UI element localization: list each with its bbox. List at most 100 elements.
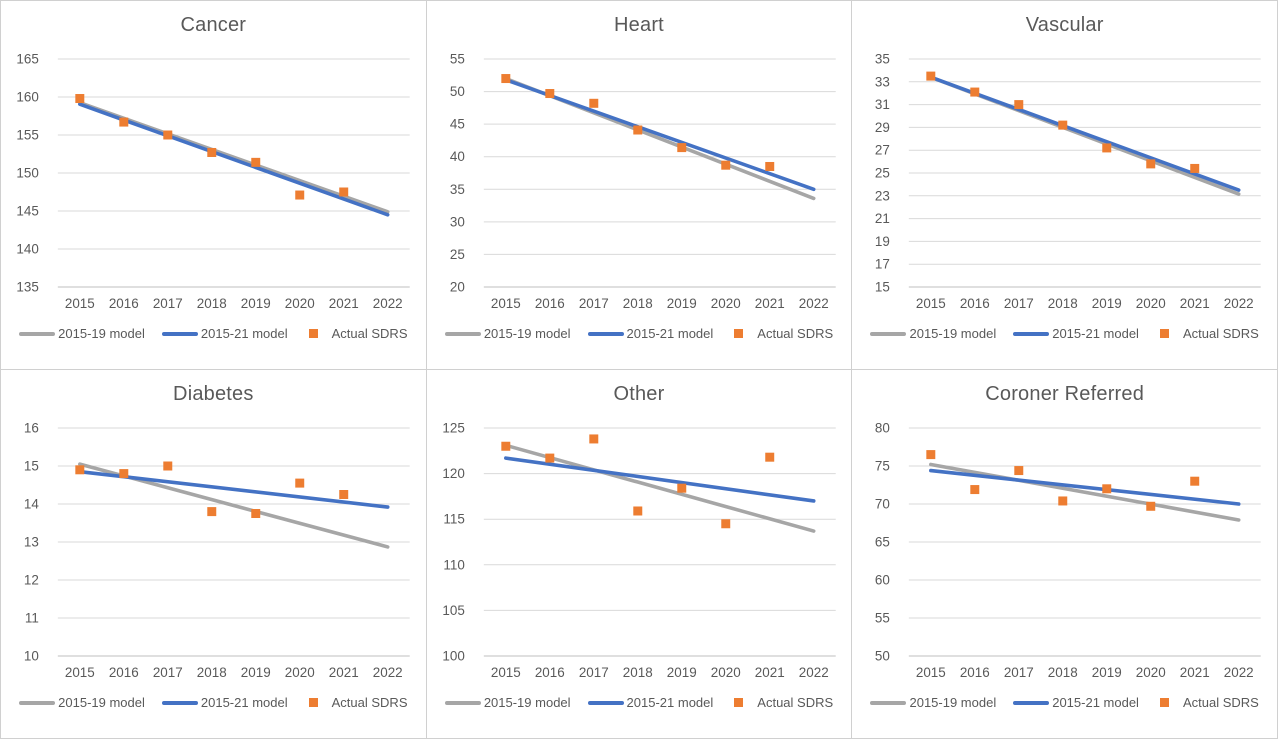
legend-item-2015-19-model: 2015-19 model <box>444 695 571 710</box>
svg-text:2016: 2016 <box>109 665 139 680</box>
legend-label: 2015-19 model <box>909 326 997 341</box>
svg-text:2017: 2017 <box>578 665 608 680</box>
svg-text:2022: 2022 <box>373 296 403 311</box>
legend-item-2015-21-model: 2015-21 model <box>1013 695 1139 710</box>
legend-label: Actual SDRS <box>1182 695 1259 710</box>
svg-text:2019: 2019 <box>1092 665 1122 680</box>
svg-text:2017: 2017 <box>153 665 183 680</box>
y-gridlines <box>909 58 1262 288</box>
y-tick-labels: 20 25 30 35 40 45 50 55 <box>450 51 465 294</box>
line-2015-19-model <box>929 462 1241 522</box>
svg-text:2015: 2015 <box>491 296 521 311</box>
svg-text:2022: 2022 <box>373 665 403 680</box>
svg-text:2019: 2019 <box>241 665 271 680</box>
legend-label: 2015-19 model <box>483 695 571 710</box>
svg-text:25: 25 <box>875 165 890 180</box>
gray-line-swatch-icon <box>444 700 481 705</box>
svg-text:20: 20 <box>450 279 465 294</box>
svg-text:2020: 2020 <box>1136 665 1166 680</box>
data-point <box>1190 163 1200 173</box>
legend-label: Actual SDRS <box>757 695 834 710</box>
y-gridlines <box>57 427 410 657</box>
data-point <box>251 509 261 518</box>
data-point <box>1102 143 1112 153</box>
svg-text:55: 55 <box>875 610 890 625</box>
svg-text:110: 110 <box>443 557 464 572</box>
data-point <box>163 461 173 471</box>
svg-text:23: 23 <box>875 188 890 203</box>
data-point <box>720 519 730 529</box>
svg-text:14: 14 <box>24 496 39 511</box>
chart-title-other: Other <box>613 383 665 405</box>
orange-square-swatch-icon <box>308 329 318 338</box>
legend-item-actual-sdrs: Actual SDRS <box>1159 695 1259 710</box>
svg-text:2018: 2018 <box>622 296 652 311</box>
line-2015-21-model <box>503 456 816 503</box>
legend-label: 2015-21 model <box>1052 326 1139 341</box>
blue-line-swatch-icon <box>587 331 624 336</box>
blue-line-swatch-icon <box>161 700 198 705</box>
data-point <box>1146 501 1156 511</box>
svg-text:21: 21 <box>875 211 890 226</box>
svg-text:2018: 2018 <box>622 665 652 680</box>
x-tick-labels: 2015 2016 2017 2018 2019 2020 2021 2022 <box>491 665 829 680</box>
data-point <box>1058 496 1068 506</box>
data-point <box>119 469 129 479</box>
blue-line-swatch-icon <box>161 331 198 336</box>
svg-text:75: 75 <box>875 458 890 473</box>
legend-item-2015-19-model: 2015-19 model <box>870 326 996 341</box>
data-point <box>544 453 554 463</box>
legend-item-2015-19-model: 2015-19 model <box>19 326 145 341</box>
svg-text:150: 150 <box>16 165 38 180</box>
panel-coroner-referred: Coroner Referred 50 55 60 65 70 75 80 2015 2016 2… <box>852 370 1277 738</box>
legend-label: Actual SDRS <box>331 326 408 341</box>
legend-item-2015-21-model: 2015-21 model <box>161 695 288 710</box>
chart-title-heart: Heart <box>614 14 664 36</box>
svg-text:2021: 2021 <box>754 296 784 311</box>
svg-text:2016: 2016 <box>534 665 564 680</box>
svg-text:2020: 2020 <box>710 665 740 680</box>
svg-text:105: 105 <box>442 603 464 618</box>
data-point <box>207 507 217 517</box>
x-tick-labels: 2015 2016 2017 2018 2019 2020 2021 2022 <box>65 665 403 680</box>
orange-square-swatch-icon <box>308 698 318 707</box>
line-2015-19-model <box>503 443 816 533</box>
legend-item-actual-sdrs: Actual SDRS <box>308 695 408 710</box>
gray-line-swatch-icon <box>19 331 56 336</box>
svg-text:12: 12 <box>24 572 39 587</box>
svg-text:2021: 2021 <box>329 296 359 311</box>
svg-text:115: 115 <box>443 512 464 527</box>
data-point <box>119 117 129 127</box>
svg-text:60: 60 <box>875 572 890 587</box>
data-point <box>676 143 686 153</box>
svg-text:33: 33 <box>875 74 890 89</box>
data-point <box>207 147 217 157</box>
line-2015-21-model <box>929 75 1241 192</box>
data-point <box>720 160 730 170</box>
svg-text:2016: 2016 <box>960 665 990 680</box>
data-point <box>163 130 173 140</box>
panel-cancer: Cancer 135 140 145 150 155 160 165 2015 2016 2017… <box>1 1 426 369</box>
svg-text:140: 140 <box>16 241 38 256</box>
line-2015-21-model <box>78 102 390 217</box>
y-tick-labels: 100 105 110 115 120 125 <box>442 420 464 663</box>
panel-heart: Heart 20 25 30 35 40 45 50 55 2015 2016 2017 2018 20… <box>426 1 852 369</box>
svg-text:145: 145 <box>16 203 38 218</box>
panel-other: Other 100 105 110 115 120 125 2015 2016 2017 2018… <box>426 370 852 738</box>
svg-text:120: 120 <box>442 466 464 481</box>
chart-legend: 2015-19 model 2015-21 model Actual SDRS <box>427 326 852 341</box>
x-tick-labels: 2015 2016 2017 2018 2019 2020 2021 2022 <box>916 665 1254 680</box>
svg-text:50: 50 <box>450 84 465 99</box>
data-point <box>1190 476 1200 486</box>
svg-text:2022: 2022 <box>798 665 828 680</box>
svg-text:13: 13 <box>24 534 39 549</box>
data-point <box>295 478 305 488</box>
svg-text:40: 40 <box>450 149 465 164</box>
svg-text:2015: 2015 <box>916 665 946 680</box>
data-point <box>251 157 261 167</box>
chart-title-coroner-referred: Coroner Referred <box>985 383 1145 405</box>
orange-square-swatch-icon <box>1159 698 1169 707</box>
